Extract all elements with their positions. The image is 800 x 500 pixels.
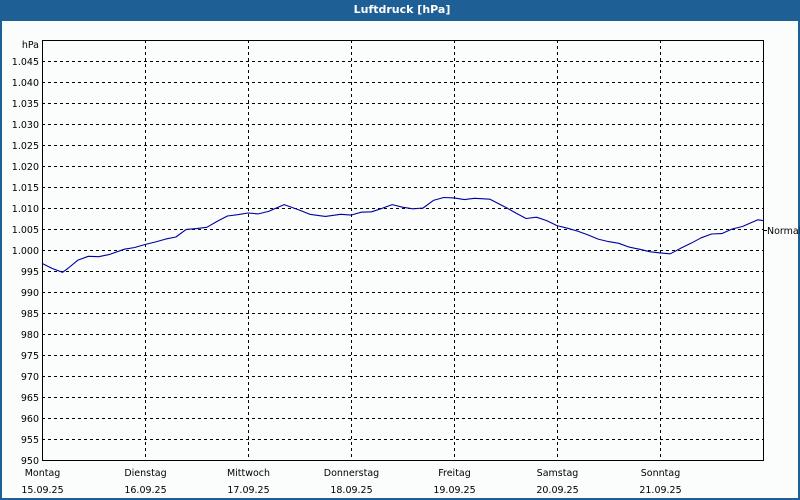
- y-tick-label: 960: [21, 414, 39, 425]
- y-tick-label: 1.040: [12, 78, 39, 89]
- y-tick-label: 980: [21, 330, 39, 341]
- y-tick-label: 1.005: [12, 225, 39, 236]
- y-tick-label: 975: [21, 351, 39, 362]
- pressure-series-line: [41, 196, 764, 273]
- y-tick-label: 985: [21, 309, 39, 320]
- x-tick-day-label: Donnerstag: [324, 468, 379, 479]
- x-tick-day-label: Mittwoch: [227, 468, 270, 479]
- y-tick-label: 1.020: [12, 162, 39, 173]
- x-tick-day-label: Dienstag: [124, 468, 166, 479]
- y-tick-label: 1.025: [12, 141, 39, 152]
- y-tick-label: 1.035: [12, 99, 39, 110]
- x-tick-day-label: Montag: [25, 468, 61, 479]
- y-axis-unit-label: hPa: [22, 40, 39, 51]
- y-tick-label: 965: [21, 393, 39, 404]
- x-tick-date-label: 21.09.25: [639, 485, 681, 496]
- x-tick-date-label: 15.09.25: [21, 485, 63, 496]
- plot-area-border: [42, 40, 764, 461]
- y-tick-label: 1.010: [12, 204, 39, 215]
- x-tick-date-label: 20.09.25: [536, 485, 578, 496]
- y-tick-label: 995: [21, 267, 39, 278]
- y-tick-label: 990: [21, 288, 39, 299]
- y-tick-label: 1.000: [12, 246, 39, 257]
- x-tick-date-label: 18.09.25: [330, 485, 372, 496]
- x-tick-day-label: Samstag: [537, 468, 579, 479]
- x-tick-date-label: 16.09.25: [124, 485, 166, 496]
- x-tick-date-label: 19.09.25: [433, 485, 475, 496]
- y-tick-label: 1.045: [12, 57, 39, 68]
- chart-title: Luftdruck [hPa]: [2, 0, 800, 21]
- x-tick-day-label: Freitag: [438, 468, 471, 479]
- y-tick-label: 955: [21, 435, 39, 446]
- x-tick-day-label: Sonntag: [641, 468, 680, 479]
- y-tick-label: 970: [21, 372, 39, 383]
- y-tick-label: 1.015: [12, 183, 39, 194]
- x-tick-date-label: 17.09.25: [227, 485, 269, 496]
- y-tick-label: 950: [21, 456, 39, 467]
- normal-reference-label: Normal: [767, 226, 800, 237]
- y-tick-label: 1.030: [12, 120, 39, 131]
